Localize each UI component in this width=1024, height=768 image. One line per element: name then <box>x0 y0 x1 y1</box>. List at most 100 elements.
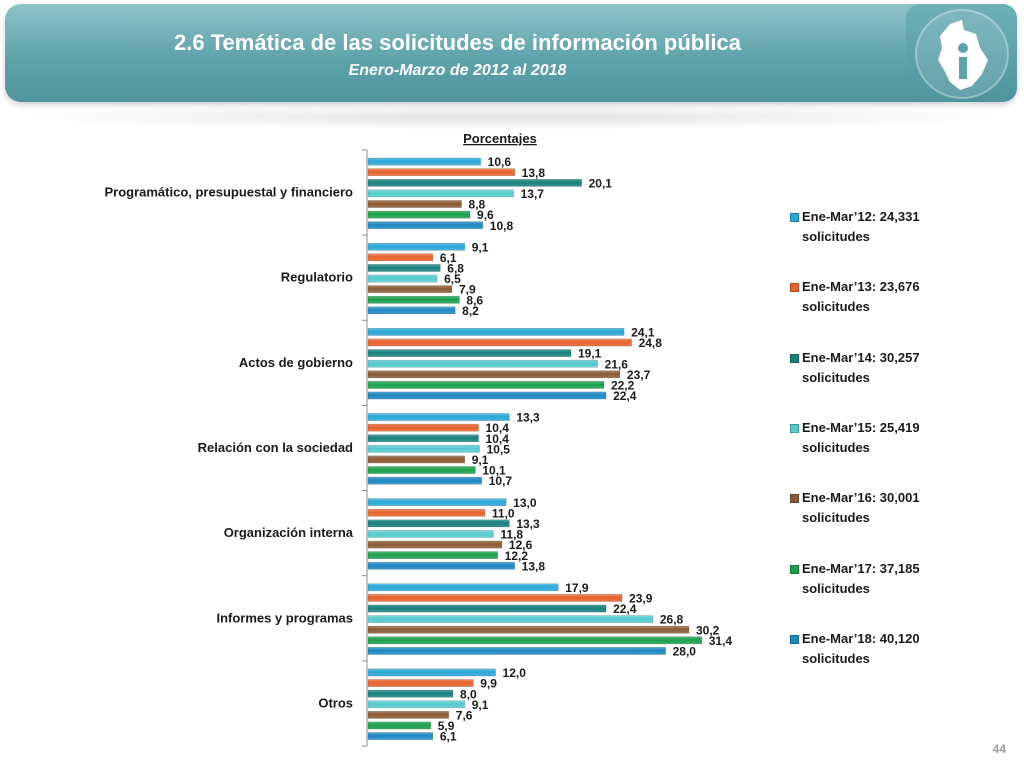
bar-value-label: 9,1 <box>472 453 489 467</box>
legend-label: Ene-Mar’17: 37,185 solicitudes <box>802 560 920 596</box>
bar <box>367 200 462 208</box>
bar-value-label: 10,8 <box>490 219 514 233</box>
bar <box>367 413 510 421</box>
cdmx-info-logo-icon <box>906 4 1017 102</box>
bar <box>367 370 621 379</box>
bar-value-label: 30,2 <box>696 623 720 637</box>
bar <box>367 604 607 613</box>
bar-value-label: 9,1 <box>472 698 489 712</box>
bar <box>367 519 510 528</box>
bar-value-label: 24,1 <box>631 325 655 339</box>
bar-value-label: 6,5 <box>444 272 461 286</box>
bar-value-label: 22,4 <box>613 602 637 616</box>
category-label: Organización interna <box>224 525 354 540</box>
bar <box>367 508 486 517</box>
bar <box>367 264 441 272</box>
bar <box>367 178 582 187</box>
bar <box>367 242 465 251</box>
bar-value-label: 9,6 <box>477 208 494 222</box>
bar <box>367 583 559 592</box>
bar <box>367 189 514 198</box>
chart-title: Porcentajes <box>463 131 537 146</box>
bar <box>367 455 465 464</box>
bar-value-label: 28,0 <box>673 645 697 659</box>
bar <box>367 274 438 283</box>
bar <box>367 615 654 623</box>
bar-value-label: 7,9 <box>459 283 476 297</box>
legend-label: Ene-Mar’15: 25,419 solicitudes <box>802 419 920 455</box>
bar <box>367 561 515 570</box>
bar-value-label: 23,7 <box>627 368 651 382</box>
legend-swatch <box>790 494 799 504</box>
bar <box>367 221 484 230</box>
legend-swatch <box>790 213 799 222</box>
bar-value-label: 13,7 <box>521 187 545 201</box>
bar <box>367 381 605 389</box>
legend-swatch <box>790 423 799 433</box>
legend-swatch <box>790 283 799 293</box>
bar-value-label: 13,8 <box>522 559 546 573</box>
bar <box>367 732 434 740</box>
bar <box>367 306 456 315</box>
bar <box>367 711 450 719</box>
bar <box>367 689 454 698</box>
bar-value-label: 7,6 <box>456 708 473 722</box>
legend-label: Ene-Mar’12: 24,331 solicitudes <box>802 209 920 244</box>
header-banner <box>5 4 1017 102</box>
bar <box>367 253 434 262</box>
bar-value-label: 21,6 <box>605 357 629 371</box>
bar-value-label: 19,1 <box>578 347 602 361</box>
bar-value-label: 9,9 <box>480 677 497 691</box>
legend-label: Ene-Mar’13: 23,676 solicitudes <box>802 279 920 315</box>
bar-value-label: 22,4 <box>613 389 637 403</box>
bar-value-label: 11,8 <box>500 528 523 542</box>
bar-value-label: 6,8 <box>447 262 464 276</box>
bar <box>367 647 666 655</box>
bar <box>367 476 482 485</box>
bar-value-label: 8,8 <box>469 198 486 212</box>
bar-value-label: 9,1 <box>472 240 489 254</box>
bar-value-label: 6,1 <box>440 730 457 744</box>
page-title: 2.6 Temática de las solicitudes de infor… <box>174 30 741 55</box>
category-label: Relación con la sociedad <box>198 440 353 455</box>
bar <box>367 700 465 709</box>
category-label: Regulatorio <box>281 270 353 285</box>
bar-value-label: 6,1 <box>440 251 457 265</box>
bar-value-label: 20,1 <box>589 176 613 190</box>
bar-value-label: 13,3 <box>516 517 540 531</box>
bar-value-label: 10,6 <box>488 155 512 169</box>
bar-value-label: 11,0 <box>492 506 515 520</box>
page-number: 44 <box>992 742 1006 756</box>
bar <box>367 530 494 538</box>
bar <box>367 551 498 560</box>
bar-value-label: 12,2 <box>505 549 529 563</box>
bar <box>367 210 471 219</box>
legend-label: Ene-Mar’18: 40,120 solicitudes <box>802 630 920 666</box>
bar-value-label: 26,8 <box>660 613 684 627</box>
bar-value-label: 10,7 <box>489 474 513 488</box>
banner-shadow <box>12 104 1010 130</box>
bar-value-label: 12,6 <box>509 538 533 552</box>
bar <box>367 668 496 677</box>
category-label: Actos de gobierno <box>239 355 353 370</box>
category-label: Informes y programas <box>216 610 353 625</box>
bar <box>367 444 480 453</box>
bar-value-label: 10,4 <box>486 432 510 446</box>
bar <box>367 285 453 293</box>
bar-value-label: 10,1 <box>482 464 506 478</box>
bar-value-label: 23,9 <box>629 592 653 606</box>
bar <box>367 636 702 645</box>
bar <box>367 594 623 602</box>
bar <box>367 540 503 549</box>
bar-value-label: 24,8 <box>639 336 663 350</box>
bar <box>367 498 507 507</box>
bar-value-label: 13,0 <box>513 496 537 510</box>
bar <box>367 434 479 443</box>
page-subtitle: Enero-Marzo de 2012 al 2018 <box>348 62 567 79</box>
bar <box>367 391 607 400</box>
legend-swatch <box>790 634 799 644</box>
bar-value-label: 8,0 <box>460 687 477 701</box>
bar <box>367 295 460 304</box>
legend-label: Ene-Mar’16: 30,001 solicitudes <box>802 490 920 526</box>
bar <box>367 168 515 177</box>
